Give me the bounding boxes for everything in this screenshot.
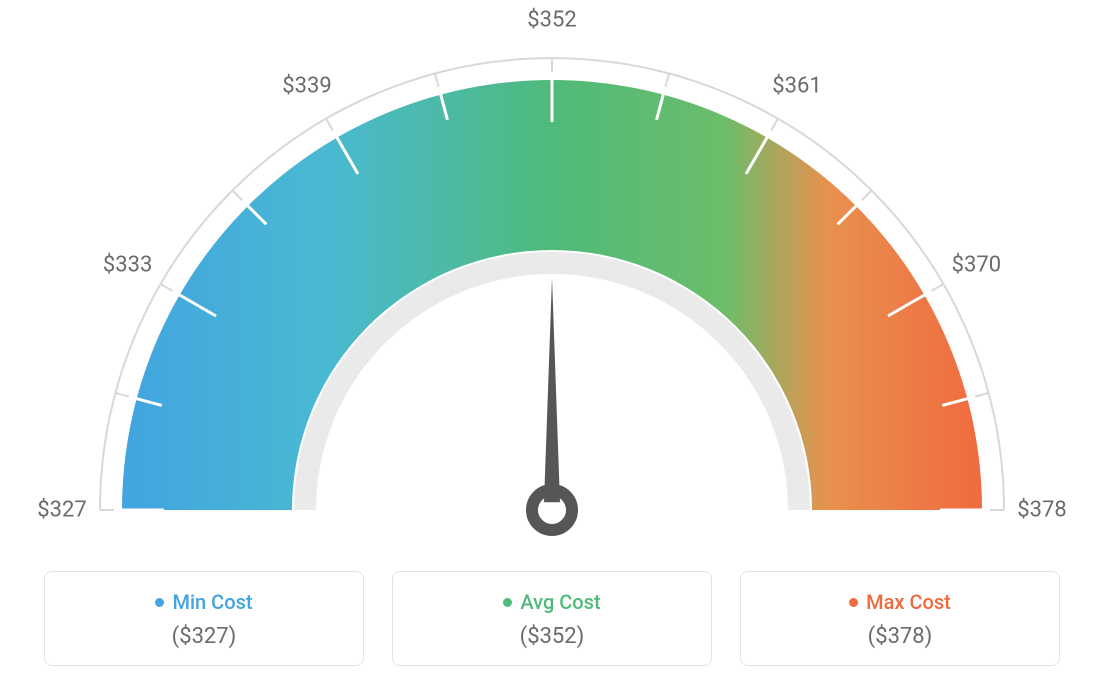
gauge-tick-label: $352: [527, 8, 576, 33]
gauge-tick-label: $333: [103, 253, 152, 278]
legend-card-avg: Avg Cost ($352): [392, 571, 712, 666]
legend-title-avg: Avg Cost: [503, 590, 600, 614]
legend-label: Avg Cost: [520, 590, 600, 614]
gauge-tick-label: $327: [37, 498, 86, 523]
gauge-tick-label: $370: [952, 253, 1001, 278]
gauge-tick-label: $339: [282, 73, 331, 98]
dot-icon: [155, 598, 164, 607]
gauge-tick-label: $378: [1017, 498, 1066, 523]
legend-label: Min Cost: [172, 590, 252, 614]
legend-value: ($378): [751, 624, 1049, 649]
legend-title-min: Min Cost: [155, 590, 252, 614]
gauge-svg: [0, 0, 1104, 560]
legend-value: ($327): [55, 624, 353, 649]
legend-title-max: Max Cost: [849, 590, 951, 614]
gauge-tick-label: $361: [772, 73, 821, 98]
legend-value: ($352): [403, 624, 701, 649]
dot-icon: [849, 598, 858, 607]
legend-card-max: Max Cost ($378): [740, 571, 1060, 666]
legend-card-min: Min Cost ($327): [44, 571, 364, 666]
dot-icon: [503, 598, 512, 607]
legend-row: Min Cost ($327) Avg Cost ($352) Max Cost…: [0, 571, 1104, 666]
legend-label: Max Cost: [866, 590, 951, 614]
gauge-chart: $327 $333 $339 $352 $361 $370 $378: [0, 0, 1104, 560]
